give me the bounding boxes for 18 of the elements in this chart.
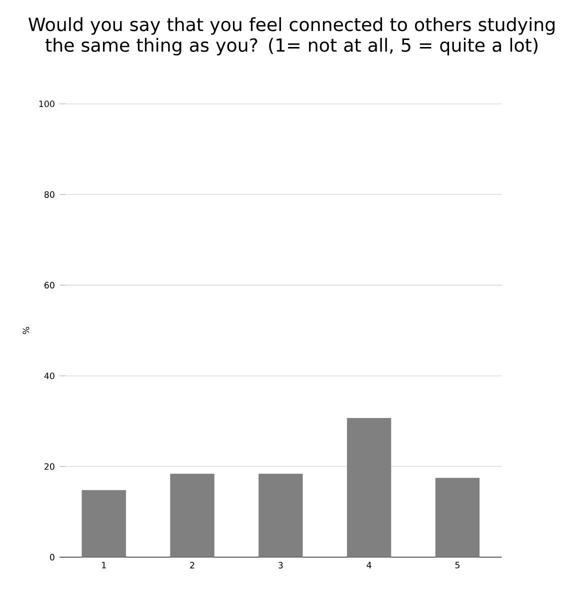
- y-tick-label: 40: [44, 372, 54, 380]
- x-tick-label: 4: [366, 562, 372, 568]
- x-tick-label: 2: [190, 562, 194, 568]
- bar: [435, 478, 480, 558]
- y-tick-label: 20: [44, 463, 54, 470]
- x-tick-label: 5: [455, 562, 460, 568]
- bar: [346, 418, 392, 558]
- x-tick-label: 1: [102, 562, 106, 568]
- y-tick-label: 80: [44, 191, 54, 198]
- bar: [170, 474, 214, 558]
- y-tick-label: 60: [44, 282, 54, 288]
- y-axis-title: %: [22, 326, 30, 334]
- y-tick-label: 0: [50, 554, 54, 560]
- x-tick-label: 3: [278, 562, 283, 568]
- chart-title: Would you say that you feel connected to others studying the same thing as you? (1= not at all, 5 = quite a lot): [28, 17, 554, 56]
- bar: [82, 490, 126, 558]
- bar: [258, 474, 303, 558]
- y-tick-label: 100: [39, 100, 54, 108]
